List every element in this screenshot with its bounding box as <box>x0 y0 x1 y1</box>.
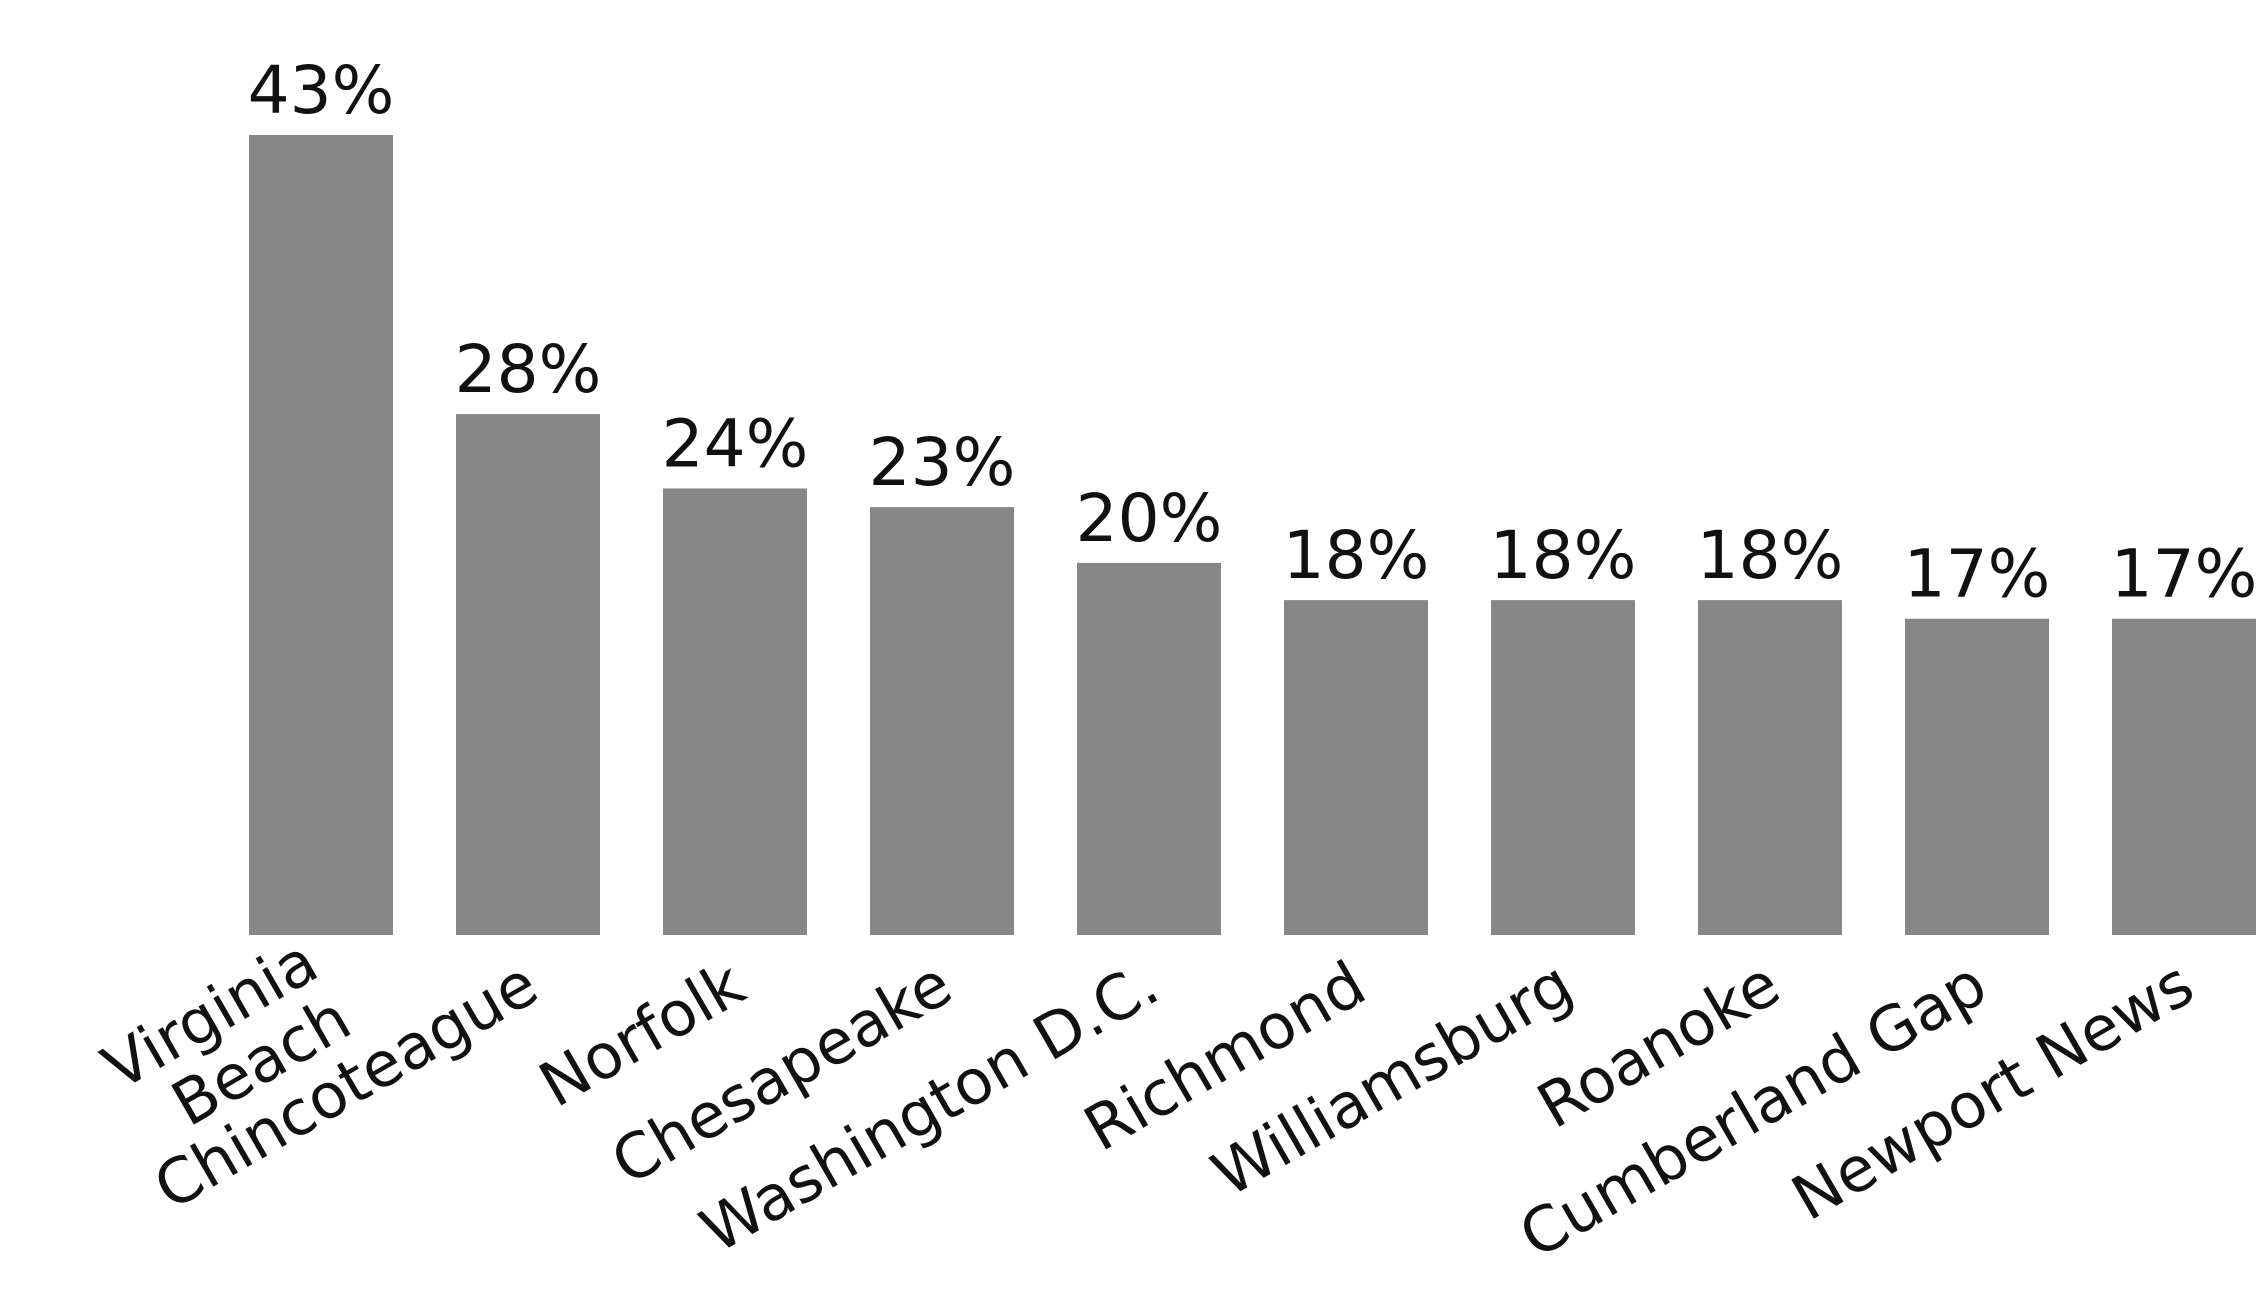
bar <box>456 414 600 935</box>
bar <box>1698 600 1842 935</box>
value-label: 18% <box>1490 517 1637 594</box>
bar <box>2112 618 2256 935</box>
bar <box>1284 600 1428 935</box>
value-label: 17% <box>1904 536 2051 613</box>
value-label: 18% <box>1283 517 1430 594</box>
value-label: 28% <box>455 331 602 408</box>
bar <box>249 135 393 935</box>
value-label: 18% <box>1697 517 1844 594</box>
bar <box>1491 600 1635 935</box>
value-label: 17% <box>2111 536 2256 613</box>
value-label: 24% <box>662 405 809 482</box>
value-label: 43% <box>248 52 395 129</box>
bar <box>1077 562 1221 935</box>
bar <box>1905 618 2049 935</box>
value-label: 20% <box>1076 480 1223 557</box>
bar <box>663 488 807 935</box>
value-label: 23% <box>869 424 1016 501</box>
bar <box>870 507 1014 935</box>
